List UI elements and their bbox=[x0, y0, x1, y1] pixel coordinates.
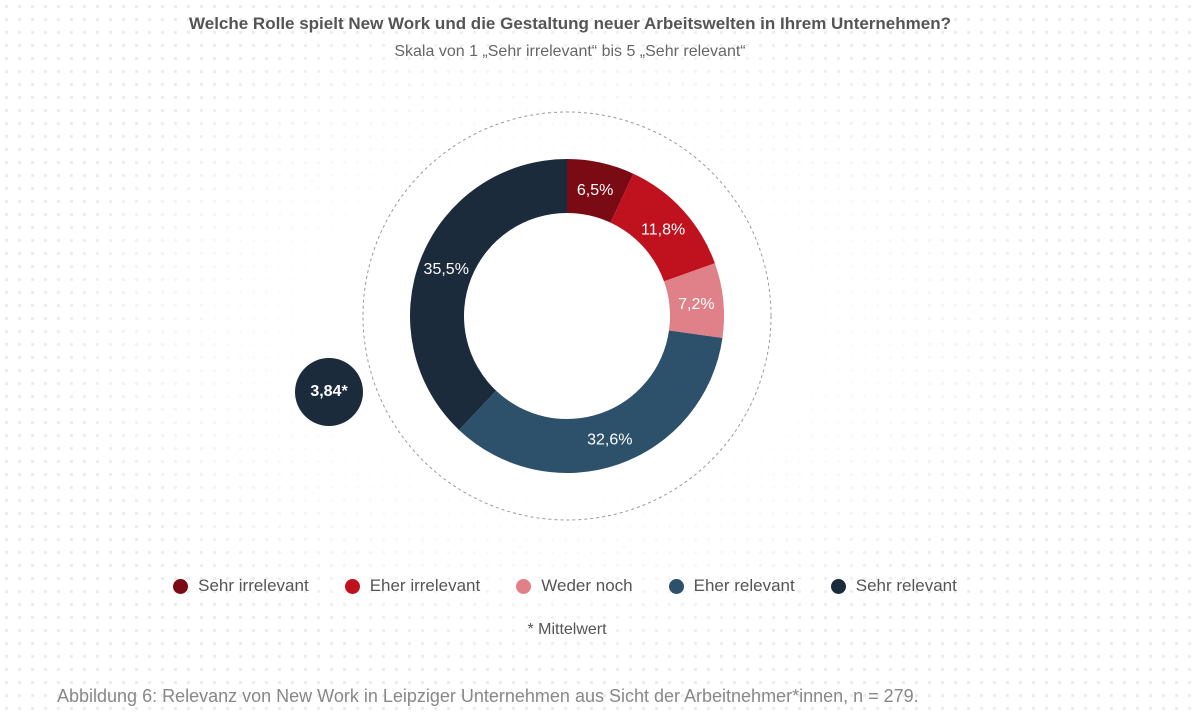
mean-badge: 3,84* bbox=[295, 358, 363, 426]
donut-labels: 6,5% 11,8% 7,2% 32,6% 35,5% bbox=[424, 182, 715, 449]
donut-segment-5 bbox=[409, 159, 567, 430]
legend-label: Eher relevant bbox=[693, 576, 795, 595]
legend: Sehr irrelevant Eher irrelevant Weder noch… bbox=[0, 576, 1130, 596]
legend-item: Weder noch bbox=[516, 576, 633, 596]
segment-label-2: 11,8% bbox=[641, 221, 685, 238]
legend-item: Eher irrelevant bbox=[344, 576, 481, 596]
legend-dot-icon bbox=[344, 578, 360, 594]
chart-subtitle: Skala von 1 „Sehr irrelevant“ bis 5 „Seh… bbox=[394, 43, 746, 60]
legend-item: Eher relevant bbox=[668, 576, 795, 596]
legend-item: Sehr relevant bbox=[830, 576, 957, 596]
segment-label-3: 7,2% bbox=[678, 296, 714, 313]
donut-segment-1 bbox=[567, 159, 634, 223]
legend-label: Sehr irrelevant bbox=[198, 576, 309, 595]
donut-segment-3 bbox=[664, 263, 724, 339]
donut-segment-2 bbox=[610, 173, 715, 282]
legend-dot-icon bbox=[668, 578, 684, 594]
chart-title: Welche Rolle spielt New Work und die Ges… bbox=[189, 14, 951, 33]
legend-dot-icon bbox=[830, 578, 846, 594]
donut-segment-4 bbox=[459, 330, 723, 474]
legend-dot-icon bbox=[516, 578, 532, 594]
legend-item: Sehr irrelevant bbox=[173, 576, 309, 596]
footnote: * Mittelwert bbox=[527, 621, 607, 638]
segment-label-1: 6,5% bbox=[577, 182, 613, 199]
segment-label-5: 35,5% bbox=[424, 261, 469, 278]
legend-label: Weder noch bbox=[541, 576, 633, 595]
outer-dashed-ring bbox=[362, 111, 772, 521]
legend-label: Eher irrelevant bbox=[369, 576, 481, 595]
legend-dot-icon bbox=[173, 578, 189, 594]
donut-segments bbox=[409, 159, 724, 474]
segment-label-4: 32,6% bbox=[587, 432, 632, 449]
legend-label: Sehr relevant bbox=[855, 576, 957, 595]
figure-caption: Abbildung 6: Relevanz von New Work in Le… bbox=[57, 686, 919, 706]
